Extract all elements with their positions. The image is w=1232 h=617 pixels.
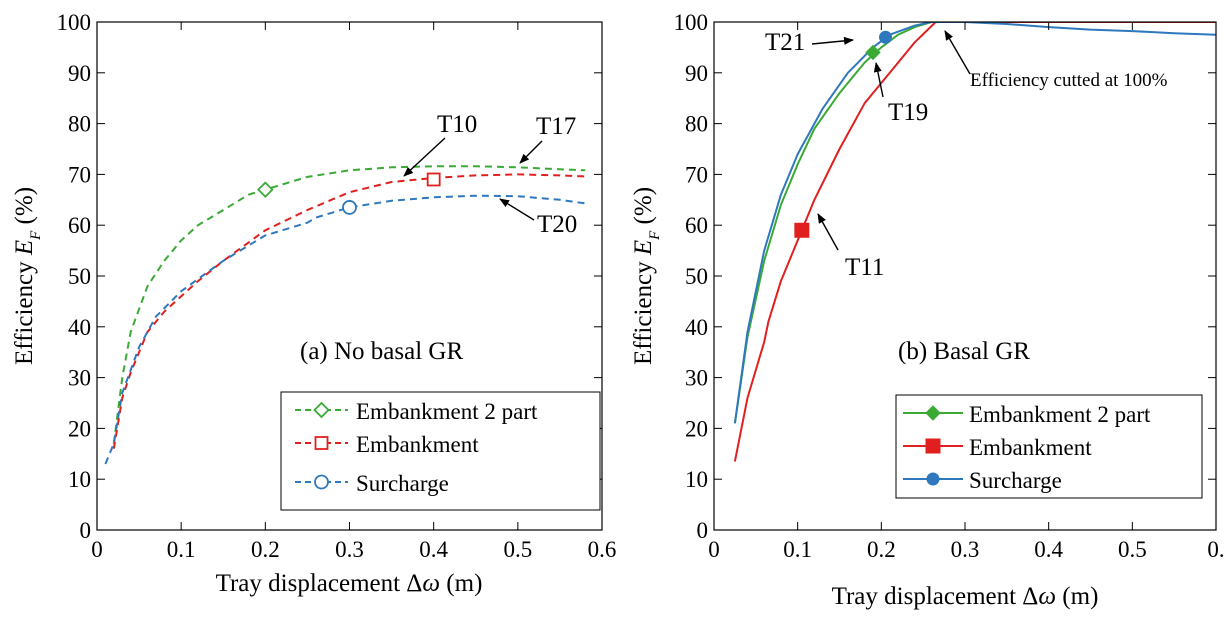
y-tick-label: 60 xyxy=(685,213,708,238)
y-tick-label: 0 xyxy=(697,518,709,543)
y-tick-label: 30 xyxy=(685,366,708,391)
chart-panel-a: 0 0.1 0.2 0.3 0.4 0.5 0.6 0 10 20 30 40 50 60 70 80 90 10… xyxy=(11,10,616,597)
y-tick-label: 50 xyxy=(685,264,708,289)
y-tick-label: 100 xyxy=(57,10,92,35)
x-axis-label-a: Tray displacement Δω (m) xyxy=(216,570,483,597)
data-marker-embankment xyxy=(794,222,810,238)
data-marker-embankment-2-part xyxy=(257,181,274,198)
x-tick-label: 0 xyxy=(91,537,103,562)
x-tick-label: 0.4 xyxy=(1034,537,1063,562)
y-tick-label: 60 xyxy=(68,213,91,238)
x-tick-label: 0.6 xyxy=(588,537,617,562)
x-tick-label: 0.4 xyxy=(419,537,448,562)
series-line-embankment xyxy=(733,22,1216,462)
series-line-embankment xyxy=(112,173,586,449)
legend-label-embankment-2-part-a: Embankment 2 part xyxy=(356,399,538,424)
data-marker-surcharge xyxy=(879,30,893,44)
annotation-t21: T21 xyxy=(765,29,805,56)
y-tick-label: 50 xyxy=(68,264,91,289)
x-tick-label: 0.1 xyxy=(167,537,196,562)
annotation-t21-arrow xyxy=(811,36,854,45)
x-tick-label: 0.3 xyxy=(951,537,980,562)
legend-marker-surcharge xyxy=(926,472,940,486)
x-tick-label: 0.1 xyxy=(783,537,812,562)
y-tick-label: 90 xyxy=(685,61,708,86)
y-axis-label-a: Efficiency EF (%) xyxy=(11,187,44,365)
annotation-t10: T10 xyxy=(437,111,477,138)
legend-marker-embankment-2-part xyxy=(925,405,941,421)
y-tick-label: 0 xyxy=(80,518,92,543)
annotation-t20-arrow xyxy=(499,198,535,221)
x-tick-label: 0. xyxy=(1207,537,1224,562)
annotation-t17-arrow xyxy=(519,140,543,164)
y-tick-label: 90 xyxy=(68,61,91,86)
y-tick-label: 70 xyxy=(685,162,708,187)
legend-marker-surcharge xyxy=(314,474,329,490)
data-marker-surcharge xyxy=(342,200,357,215)
y-tick-label: 20 xyxy=(685,416,708,441)
chart-panel-b: 0 0.1 0.2 0.3 0.4 0.5 0. 0 10 20 30 40 50 60 70 80 90 100… xyxy=(630,10,1225,610)
data-marker-embankment-2-part xyxy=(865,44,881,61)
y-tick-label: 80 xyxy=(68,112,91,137)
annotation-t19: T19 xyxy=(888,99,928,126)
annotation-cutoff: Efficiency cutted at 100% xyxy=(970,70,1168,91)
y-tick-label: 10 xyxy=(685,467,708,492)
annotation-t11: T11 xyxy=(845,254,884,281)
series-line-surcharge xyxy=(104,194,586,465)
annotation-t17: T17 xyxy=(536,113,576,140)
x-tick-label: 0.5 xyxy=(1118,537,1147,562)
data-marker-embankment xyxy=(426,172,441,187)
x-tick-label: 0.5 xyxy=(503,537,532,562)
series-line-surcharge xyxy=(733,22,1216,424)
legend-marker-embankment-2-part xyxy=(313,401,330,419)
legend-a: Embankment 2 part Embankment Surcharge xyxy=(280,391,601,511)
annotation-t11-arrow xyxy=(817,213,839,251)
legend-marker-embankment xyxy=(314,436,329,450)
legend-box-a xyxy=(280,391,601,511)
legend-label-embankment-b: Embankment xyxy=(969,435,1092,460)
panel-label-a: (a) No basal GR xyxy=(300,338,463,365)
legend-label-surcharge-b: Surcharge xyxy=(969,468,1062,493)
y-axis-label-b: Efficiency EF (%) xyxy=(630,187,663,365)
annotation-cutoff-arrow xyxy=(944,30,971,75)
panel-label-b: (b) Basal GR xyxy=(898,338,1030,365)
y-tick-label: 70 xyxy=(68,162,91,187)
y-tick-label: 20 xyxy=(68,416,91,441)
x-tick-label: 0 xyxy=(708,537,720,562)
x-axis-label-b: Tray displacement Δω (m) xyxy=(832,583,1099,610)
legend-marker-embankment xyxy=(925,438,941,454)
x-tick-label: 0.2 xyxy=(867,537,896,562)
y-tick-label: 10 xyxy=(68,467,91,492)
legend-label-embankment-2-part-b: Embankment 2 part xyxy=(969,402,1151,427)
x-tick-label: 0.3 xyxy=(335,537,364,562)
annotation-t19-arrow xyxy=(873,62,884,98)
legend-b: Embankment 2 part Embankment Surcharge xyxy=(895,394,1203,499)
y-tick-label: 40 xyxy=(68,315,91,340)
y-tick-label: 100 xyxy=(674,10,709,35)
legend-label-surcharge-a: Surcharge xyxy=(356,471,449,496)
annotation-t10-arrow xyxy=(403,137,446,177)
legend-label-embankment-a: Embankment xyxy=(356,432,479,457)
y-tick-label: 30 xyxy=(68,366,91,391)
annotation-t20: T20 xyxy=(537,211,577,238)
y-tick-label: 80 xyxy=(685,112,708,137)
x-tick-label: 0.2 xyxy=(251,537,280,562)
y-tick-label: 40 xyxy=(685,315,708,340)
